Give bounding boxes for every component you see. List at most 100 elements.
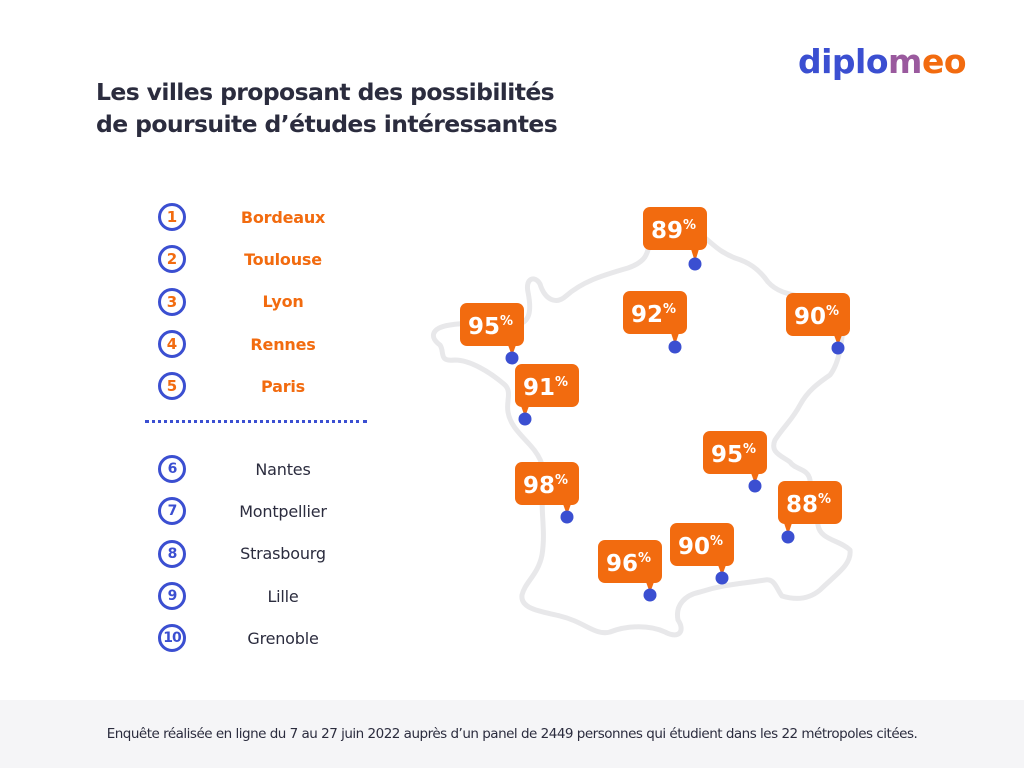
city-location-dot [831, 341, 845, 355]
dotted-divider [145, 420, 367, 423]
city-name: Bordeaux [240, 207, 326, 227]
city-location-dot [518, 412, 532, 426]
pin-callout-tail [671, 333, 679, 345]
ranking-item: 7 Montpellier [158, 490, 388, 532]
city-location-dot [560, 510, 574, 524]
pin-value: 90 [794, 304, 826, 330]
title-line-1: Les villes proposant des possibilités [96, 78, 555, 106]
pin-callout-box [778, 481, 842, 524]
pin-percentage: 91% [523, 375, 568, 401]
pin-percentage: 98% [523, 473, 568, 499]
pin-callout-box [703, 431, 767, 474]
city-name: Montpellier [239, 501, 327, 521]
rank-badge: 8 [158, 539, 186, 568]
pin-value: 98 [523, 473, 555, 499]
pin-value: 96 [606, 551, 638, 577]
pin-callout-box [643, 207, 707, 250]
city-location-dot [715, 571, 729, 585]
city-location-dot [748, 479, 762, 493]
rank-badge: 5 [158, 372, 186, 401]
pin-callout-tail [563, 504, 571, 515]
pin-value: 88 [786, 492, 818, 518]
ranking-item: 6 Nantes [158, 448, 388, 490]
survey-note: Enquête réalisée en ligne du 7 au 27 jui… [106, 726, 918, 742]
map-pin-grenoble: 88% [778, 481, 842, 544]
pin-callout-box [460, 303, 524, 346]
diplomeo-logo: diplomeo [798, 40, 967, 84]
rank-badge: 1 [158, 203, 186, 232]
pin-callout-box [623, 291, 687, 334]
ranking-item: 4 Rennes [158, 323, 388, 365]
rank-badge: 9 [158, 582, 186, 611]
rank-badge: 6 [158, 455, 186, 484]
pin-percentage: 88% [786, 492, 831, 518]
city-name: Lyon [262, 292, 304, 312]
pin-value: 95 [711, 442, 743, 468]
logo-text-part: m [888, 42, 922, 81]
city-location-dot [688, 257, 702, 271]
pin-unit: % [818, 492, 831, 507]
map-pin-nantes: 91% [515, 364, 579, 426]
title-line-2: de poursuite d’études intéressantes [96, 110, 558, 138]
ranking-top-five: 1 Bordeaux 2 Toulouse 3 Lyon 4 Rennes 5 … [158, 196, 388, 407]
ranking-item: 8 Strasbourg [158, 533, 388, 575]
city-name: Grenoble [247, 628, 319, 648]
pin-callout-tail [646, 582, 654, 593]
ranking-item: 9 Lille [158, 575, 388, 617]
ranking-item: 1 Bordeaux [158, 196, 388, 238]
pin-unit: % [663, 302, 676, 317]
pin-unit: % [826, 304, 839, 319]
pin-unit: % [710, 534, 723, 549]
rank-badge: 4 [158, 330, 186, 359]
rank-badge: 2 [158, 245, 186, 274]
logo-text-part: eo [921, 42, 967, 81]
pin-unit: % [500, 314, 513, 329]
city-name: Rennes [250, 334, 316, 354]
ranking-item: 10 Grenoble [158, 617, 388, 659]
pin-percentage: 96% [606, 551, 651, 577]
map-pin-paris: 92% [623, 291, 687, 354]
pin-callout-box [515, 364, 579, 407]
pin-callout-box [670, 523, 734, 566]
pin-callout-tail [718, 565, 726, 576]
logo-text-part: diplo [798, 42, 889, 81]
city-name: Lille [267, 586, 299, 606]
pin-percentage: 95% [468, 314, 513, 340]
pin-value: 95 [468, 314, 500, 340]
city-name: Strasbourg [240, 544, 326, 564]
pin-unit: % [638, 551, 651, 566]
pin-unit: % [743, 442, 756, 457]
map-pin-montpellier: 90% [670, 523, 734, 585]
city-name: Paris [261, 376, 305, 396]
pin-percentage: 92% [631, 302, 676, 328]
pin-unit: % [555, 375, 568, 390]
city-location-dot [668, 340, 682, 354]
pin-value: 91 [523, 375, 555, 401]
pin-unit: % [555, 473, 568, 488]
city-location-dot [781, 530, 795, 544]
france-map: 89%92% 90%95%91%95%88%98%90%96% [431, 207, 853, 638]
map-pin-toulouse: 96% [598, 540, 662, 602]
city-location-dot [643, 588, 657, 602]
rank-badge: 7 [158, 497, 186, 526]
pin-percentage: 90% [794, 304, 839, 330]
city-name: Nantes [255, 459, 311, 479]
pin-callout-tail [751, 473, 759, 484]
pin-callout-tail [834, 335, 842, 346]
city-location-dot [505, 351, 519, 365]
map-pin-lyon: 95% [703, 431, 767, 493]
ranking-item: 3 Lyon [158, 281, 388, 323]
ranking-six-to-ten: 6 Nantes 7 Montpellier 8 Strasbourg 9 Li… [158, 448, 388, 659]
ranking-item: 2 Toulouse [158, 238, 388, 280]
map-pin-strasbourg: 90% [786, 293, 850, 355]
city-name: Toulouse [244, 249, 322, 269]
pin-percentage: 95% [711, 442, 756, 468]
page-title: Les villes proposant des possibilités de… [96, 76, 558, 140]
rank-badge: 10 [158, 624, 186, 653]
pin-callout-box [515, 462, 579, 505]
pin-value: 90 [678, 534, 710, 560]
pin-callout-tail [784, 523, 792, 535]
pin-callout-tail [521, 406, 529, 417]
pin-unit: % [683, 218, 696, 233]
map-pin-lille: 89% [643, 207, 707, 271]
